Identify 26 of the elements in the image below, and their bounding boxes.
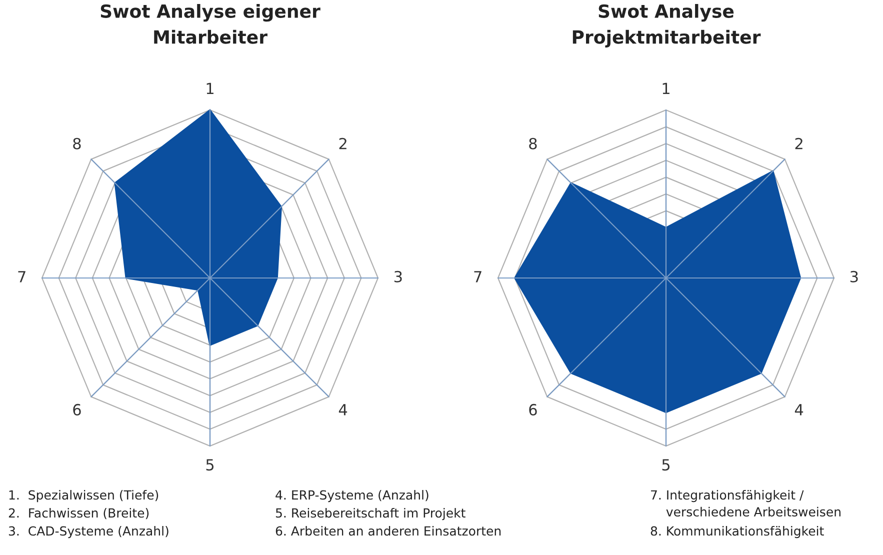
spoke-label: 2: [795, 138, 802, 150]
text: 1. Spezialwissen (Tiefe): [9, 490, 158, 502]
spoke-label: 3: [850, 270, 858, 282]
text: 7. Integrationsfähigkeit / verschiedene Arbeitsweisen: [651, 490, 840, 517]
spoke-label: 2: [339, 138, 346, 150]
text: 8. Kommunikationsfähigkeit: [650, 526, 824, 538]
text: 5. Reisebereitschaft im Projekt: [276, 508, 466, 520]
spoke-label: 8: [73, 138, 81, 150]
spoke-label: 3: [394, 270, 402, 282]
spoke-label: 4: [338, 404, 348, 416]
text: 6. Arbeiten an anderen Einsatzorten: [276, 526, 501, 536]
spoke-label: 5: [206, 459, 214, 471]
spoke-label: 6: [73, 404, 81, 416]
spoke-label: 1: [662, 82, 670, 94]
spoke-label: 6: [529, 404, 537, 416]
text: 3. CAD-Systeme (Anzahl): [8, 526, 168, 538]
chart-title: Swot Analyse eigener Mitarbeiter: [100, 4, 320, 44]
spoke-label: 5: [662, 459, 670, 471]
spoke-label: 1: [206, 82, 214, 94]
spoke-label: 4: [794, 404, 804, 416]
spoke-label: 8: [529, 138, 537, 150]
spoke-label: 7: [18, 271, 26, 282]
text: 4. ERP-Systeme (Anzahl): [276, 490, 428, 502]
spoke-label: 7: [474, 271, 482, 282]
text: 2. Fachwissen (Breite): [8, 508, 149, 520]
chart-title: Swot Analyse Projektmitarbeiter: [572, 4, 761, 48]
